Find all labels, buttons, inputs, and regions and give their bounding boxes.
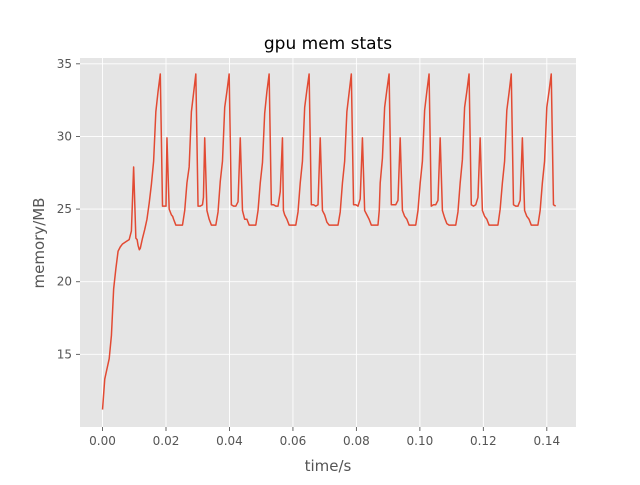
x-tick-label: 0.12 [470,434,497,448]
x-tick-label: 0.02 [153,434,180,448]
x-tick-label: 0.08 [343,434,370,448]
y-tick-label: 20 [57,275,72,289]
y-tick-label: 30 [57,129,72,143]
x-tick-label: 0.14 [533,434,560,448]
x-tick-label: 0.04 [216,434,243,448]
y-axis-label: memory/MB [30,198,48,289]
chart-title: gpu mem stats [264,34,392,54]
x-tick-label: 0.10 [407,434,434,448]
y-tick-label: 25 [57,202,72,216]
plot-area [80,58,576,427]
y-tick-label: 35 [57,57,72,71]
x-tick-label: 0.06 [280,434,307,448]
series-layer [101,73,557,410]
y-tick-label: 15 [57,347,72,361]
x-axis-label: time/s [305,457,352,475]
series-line-memory [101,73,557,410]
axis-ticks: 0.00 0.02 0.04 0.06 0.08 0.10 0.12 0.14 15 20 25 30… [57,57,560,448]
x-tick-label: 0.00 [89,434,116,448]
